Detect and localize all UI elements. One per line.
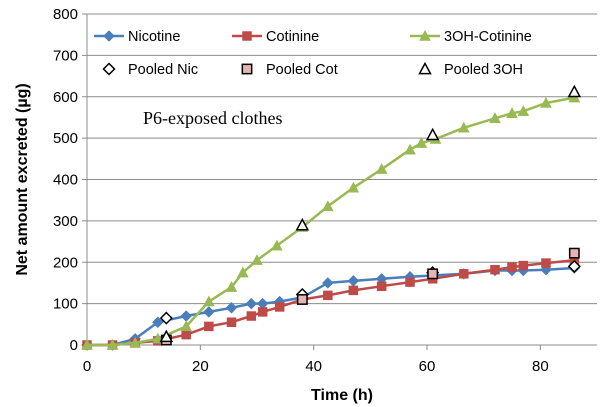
point-cotinine bbox=[518, 260, 529, 271]
point-cotinine bbox=[246, 311, 257, 321]
legend-item-nicotine: Nicotine bbox=[94, 29, 180, 45]
point-pooled-3oh bbox=[425, 127, 440, 141]
point-cotinine bbox=[507, 262, 517, 272]
point-3oh-cotinine bbox=[517, 105, 530, 116]
legend: Nicotine Cotinine 3OH-Cotinine Pooled Nic Po… bbox=[94, 29, 532, 78]
point-3oh-cotinine bbox=[270, 239, 283, 251]
x-tick-labels: 0 20 40 60 80 bbox=[83, 358, 549, 375]
legend-label: Pooled Cot bbox=[266, 62, 338, 78]
y-axis-label: Net amount excreted (µg) bbox=[14, 83, 31, 275]
point-nicotine bbox=[203, 306, 215, 318]
point-pooled-cot bbox=[427, 268, 439, 280]
y-tick-label: 300 bbox=[53, 213, 78, 230]
y-tick-label: 800 bbox=[53, 6, 78, 23]
y-tick-label: 100 bbox=[53, 296, 78, 313]
point-cotinine bbox=[490, 264, 500, 275]
legend-item-pooled-cot: Pooled Cot bbox=[241, 62, 338, 78]
point-3oh-cotinine bbox=[347, 181, 360, 193]
y-tick-label: 200 bbox=[53, 254, 78, 271]
legend-swatch-marker bbox=[241, 63, 253, 75]
point-pooled-cot bbox=[296, 294, 308, 305]
y-tick-label: 700 bbox=[53, 47, 78, 64]
legend-item-pooled-nic: Pooled Nic bbox=[102, 62, 198, 78]
point-pooled-3oh bbox=[567, 84, 582, 98]
point-pooled-3oh bbox=[159, 329, 174, 343]
y-tick-label: 600 bbox=[53, 89, 78, 106]
axes bbox=[82, 13, 597, 350]
series-layer bbox=[81, 84, 582, 351]
point-pooled-3oh bbox=[295, 217, 310, 231]
point-3oh-cotinine bbox=[251, 254, 263, 265]
chart-annotation: P6-exposed clothes bbox=[143, 108, 282, 128]
point-nicotine bbox=[180, 310, 192, 322]
point-cotinine bbox=[323, 290, 333, 301]
x-tick-label: 60 bbox=[419, 358, 436, 375]
legend-item-pooled-3oh: Pooled 3OH bbox=[418, 61, 523, 78]
point-3oh-cotinine bbox=[375, 163, 388, 174]
point-cotinine bbox=[405, 277, 415, 287]
x-tick-label: 20 bbox=[192, 358, 209, 375]
point-3oh-cotinine bbox=[415, 137, 428, 148]
legend-label: Nicotine bbox=[128, 29, 180, 45]
point-cotinine bbox=[459, 269, 469, 279]
x-tick-label: 80 bbox=[532, 358, 549, 375]
point-3oh-cotinine bbox=[236, 266, 249, 278]
point-3oh-cotinine bbox=[225, 281, 238, 292]
point-pooled-nic bbox=[567, 259, 581, 273]
point-3oh-cotinine bbox=[81, 338, 93, 350]
point-3oh-cotinine bbox=[489, 112, 501, 124]
y-tick-labels: 0 100 200 300 400 500 600 700 800 bbox=[53, 6, 78, 354]
point-cotinine bbox=[257, 307, 268, 317]
point-3oh-cotinine bbox=[404, 143, 416, 155]
legend-item-3oh-cotinine: 3OH-Cotinine bbox=[410, 29, 532, 45]
point-cotinine bbox=[348, 285, 359, 296]
gridlines bbox=[87, 13, 597, 305]
point-nicotine bbox=[225, 302, 238, 314]
y-tick-label: 0 bbox=[70, 337, 78, 354]
point-3oh-cotinine bbox=[202, 295, 215, 307]
point-cotinine bbox=[181, 329, 191, 340]
x-tick-label: 0 bbox=[83, 358, 91, 375]
point-3oh-cotinine bbox=[321, 200, 334, 212]
point-cotinine bbox=[541, 258, 551, 268]
y-tick-label: 400 bbox=[53, 172, 78, 189]
point-nicotine bbox=[347, 275, 360, 287]
point-3oh-cotinine bbox=[506, 107, 518, 119]
point-nicotine bbox=[256, 297, 269, 310]
legend-label: Pooled 3OH bbox=[444, 62, 523, 78]
legend-label: Cotinine bbox=[266, 29, 319, 45]
legend-label: 3OH-Cotinine bbox=[444, 29, 532, 45]
point-3oh-cotinine bbox=[129, 336, 142, 348]
point-pooled-cot bbox=[568, 247, 580, 259]
point-cotinine bbox=[204, 321, 214, 332]
x-axis-label: Time (h) bbox=[311, 387, 373, 404]
legend-swatch-marker bbox=[418, 61, 432, 75]
y-tick-label: 500 bbox=[53, 130, 78, 147]
legend-swatch-marker bbox=[103, 30, 115, 42]
point-cotinine bbox=[274, 302, 285, 312]
point-3oh-cotinine bbox=[106, 338, 119, 350]
series-line-nicotine bbox=[87, 266, 575, 347]
point-cotinine bbox=[226, 317, 237, 327]
x-tick-label: 40 bbox=[305, 358, 322, 375]
point-3oh-cotinine bbox=[180, 320, 193, 332]
legend-label: Pooled Nic bbox=[128, 62, 198, 78]
point-nicotine bbox=[245, 297, 258, 310]
legend-swatch-marker bbox=[419, 29, 431, 41]
point-3oh-cotinine bbox=[540, 96, 552, 108]
series-line-cotinine bbox=[87, 258, 575, 347]
point-pooled-nic bbox=[159, 311, 173, 325]
point-nicotine bbox=[152, 316, 164, 328]
point-3oh-cotinine bbox=[151, 332, 164, 344]
legend-swatch-marker bbox=[242, 31, 252, 41]
point-cotinine bbox=[376, 281, 387, 291]
point-3oh-cotinine bbox=[457, 121, 470, 133]
legend-swatch-marker bbox=[102, 62, 116, 76]
legend-item-cotinine: Cotinine bbox=[232, 29, 319, 45]
point-nicotine bbox=[322, 277, 334, 289]
